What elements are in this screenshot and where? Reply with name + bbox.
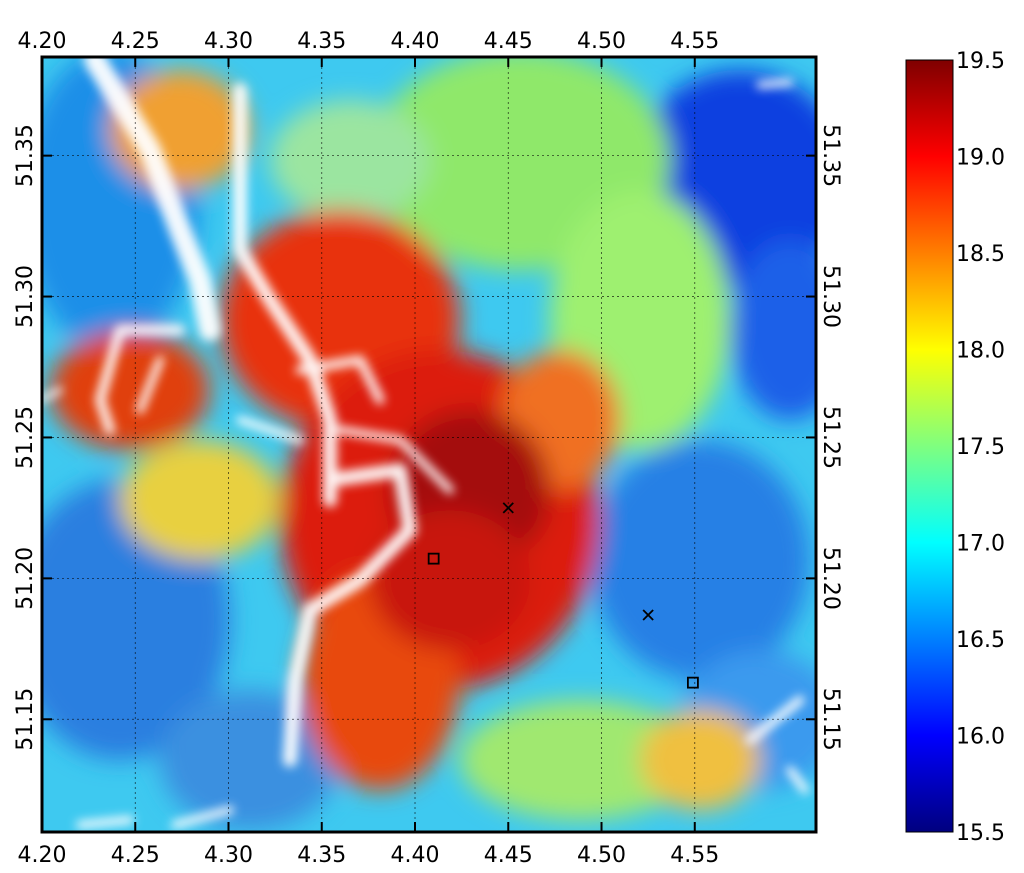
lon-tick-label-top: 4.20 [18,29,67,54]
lon-tick-label-top: 4.35 [297,29,346,54]
lon-tick-label-bottom: 4.20 [18,843,67,868]
lat-tick-label-left: 51.35 [13,124,38,187]
colorbar-tick-label: 17.5 [956,435,1005,460]
lon-tick-label-bottom: 4.40 [391,843,440,868]
colorbar-tick-label: 19.0 [956,146,1005,171]
lon-tick-label-top: 4.40 [391,29,440,54]
lon-tick-label-bottom: 4.55 [670,843,719,868]
station-markers [427,502,699,689]
lon-tick-label-top: 4.45 [484,29,533,54]
square-marker-icon [427,552,440,565]
colorbar-gradient [906,60,953,832]
lon-tick-label-bottom: 4.45 [484,843,533,868]
colorbar-tick-label: 15.5 [956,821,1005,846]
colorbar-tick-label: 16.0 [956,725,1005,750]
axis-ticks [41,57,816,832]
lon-tick-label-bottom: 4.25 [111,843,160,868]
lon-tick-label-top: 4.50 [577,29,626,54]
lat-tick-label-right: 51.30 [818,265,843,328]
colorbar-tick-label: 19.5 [956,49,1005,74]
lat-tick-label-left: 51.20 [13,547,38,610]
map-frame [40,55,818,834]
colorbar-labels: 19.5 19.0 18.5 18.0 17.5 17.0 16.5 16.0 15.5 [956,49,1005,846]
axis-tick-labels: 4.20 4.25 4.30 4.35 4.40 4.45 4.50 4.55 4.20 4.25… [13,29,843,868]
heatmap-raster [42,57,816,832]
colorbar-tick-label: 18.5 [956,242,1005,267]
lon-tick-label-top: 4.30 [204,29,253,54]
lat-tick-label-right: 51.35 [818,124,843,187]
colorbar-tick-label: 16.5 [956,628,1005,653]
x-marker-icon [502,502,514,514]
x-marker-icon [642,609,654,621]
lon-tick-label-bottom: 4.50 [577,843,626,868]
lon-tick-label-bottom: 4.30 [204,843,253,868]
colorbar-tick-label: 17.0 [956,532,1005,557]
lat-tick-label-left: 51.15 [13,688,38,751]
colorbar: 19.5 19.0 18.5 18.0 17.5 17.0 16.5 16.0 15.5 [905,49,1005,846]
lon-tick-label-bottom: 4.35 [297,843,346,868]
square-marker-icon [687,676,699,689]
colorbar-frame [905,59,954,833]
lat-tick-label-right: 51.15 [818,688,843,751]
lon-tick-label-top: 4.25 [111,29,160,54]
lat-tick-label-right: 51.20 [818,547,843,610]
lat-tick-label-right: 51.25 [818,406,843,469]
colorbar-tick-label: 18.0 [956,339,1005,364]
lat-tick-label-left: 51.30 [13,265,38,328]
lon-tick-label-top: 4.55 [670,29,719,54]
lat-tick-label-left: 51.25 [13,406,38,469]
